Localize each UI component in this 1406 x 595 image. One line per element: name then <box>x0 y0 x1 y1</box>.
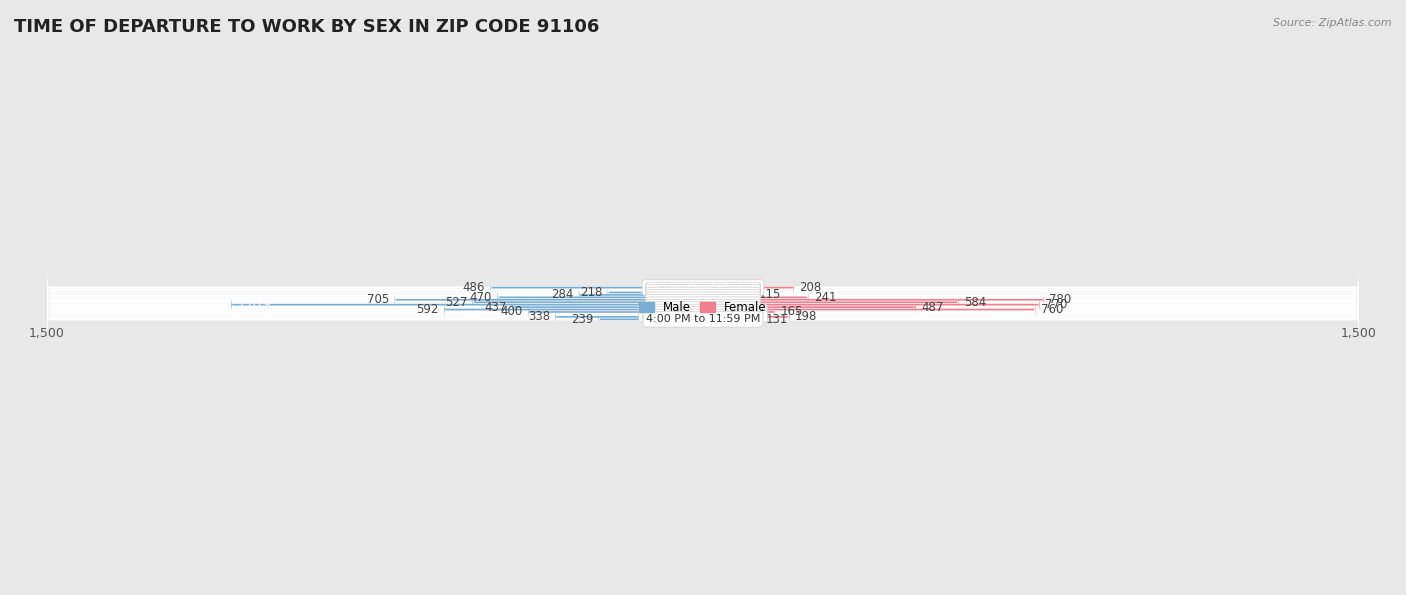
Text: 115: 115 <box>759 289 780 302</box>
FancyBboxPatch shape <box>46 279 1360 316</box>
Text: 9:00 AM to 9:59 AM: 9:00 AM to 9:59 AM <box>648 305 758 315</box>
Text: 760: 760 <box>1040 303 1063 316</box>
Text: 527: 527 <box>444 296 467 309</box>
FancyBboxPatch shape <box>46 286 1360 323</box>
Text: 85: 85 <box>745 284 761 296</box>
Text: 705: 705 <box>367 293 389 306</box>
Text: 218: 218 <box>581 286 602 299</box>
Text: 486: 486 <box>463 281 485 294</box>
FancyBboxPatch shape <box>703 296 1040 314</box>
FancyBboxPatch shape <box>703 293 959 311</box>
FancyBboxPatch shape <box>703 308 790 326</box>
FancyBboxPatch shape <box>703 278 794 296</box>
FancyBboxPatch shape <box>46 284 1360 321</box>
Text: 50: 50 <box>730 286 745 299</box>
Text: 11:00 AM to 11:59 AM: 11:00 AM to 11:59 AM <box>641 309 765 320</box>
FancyBboxPatch shape <box>444 300 703 318</box>
FancyBboxPatch shape <box>498 289 703 306</box>
FancyBboxPatch shape <box>46 294 1360 330</box>
FancyBboxPatch shape <box>46 270 1360 306</box>
Text: 131: 131 <box>765 313 787 326</box>
Text: 400: 400 <box>501 305 523 318</box>
FancyBboxPatch shape <box>46 274 1360 311</box>
Text: 198: 198 <box>794 311 817 323</box>
FancyBboxPatch shape <box>703 298 915 316</box>
FancyBboxPatch shape <box>703 289 808 306</box>
Text: 7:00 AM to 7:29 AM: 7:00 AM to 7:29 AM <box>648 295 758 305</box>
FancyBboxPatch shape <box>703 305 744 323</box>
FancyBboxPatch shape <box>703 284 725 302</box>
Text: 470: 470 <box>470 291 492 304</box>
FancyBboxPatch shape <box>46 301 1360 337</box>
Text: 6:00 AM to 6:29 AM: 6:00 AM to 6:29 AM <box>648 290 758 300</box>
Text: 437: 437 <box>484 300 506 314</box>
Text: 5:30 AM to 5:59 AM: 5:30 AM to 5:59 AM <box>648 287 758 298</box>
Text: 12:00 PM to 3:59 PM: 12:00 PM to 3:59 PM <box>645 312 761 322</box>
FancyBboxPatch shape <box>46 277 1360 313</box>
Text: 241: 241 <box>814 291 837 304</box>
FancyBboxPatch shape <box>659 305 703 323</box>
Legend: Male, Female: Male, Female <box>634 297 772 319</box>
Text: TIME OF DEPARTURE TO WORK BY SEX IN ZIP CODE 91106: TIME OF DEPARTURE TO WORK BY SEX IN ZIP … <box>14 18 599 36</box>
Text: 92: 92 <box>748 308 763 321</box>
Text: 7:30 AM to 7:59 AM: 7:30 AM to 7:59 AM <box>648 298 758 307</box>
FancyBboxPatch shape <box>46 289 1360 325</box>
Text: 12:00 AM to 4:59 AM: 12:00 AM to 4:59 AM <box>645 283 761 293</box>
FancyBboxPatch shape <box>703 286 754 304</box>
Text: 584: 584 <box>963 296 986 309</box>
Text: 284: 284 <box>551 289 574 302</box>
FancyBboxPatch shape <box>703 281 740 299</box>
Text: 1,079: 1,079 <box>238 298 271 311</box>
FancyBboxPatch shape <box>555 308 703 326</box>
Text: 8:30 AM to 8:59 AM: 8:30 AM to 8:59 AM <box>648 302 758 312</box>
Text: 65: 65 <box>654 284 669 296</box>
FancyBboxPatch shape <box>599 311 703 328</box>
Text: 239: 239 <box>571 313 593 326</box>
Text: 592: 592 <box>416 303 439 316</box>
FancyBboxPatch shape <box>703 303 775 321</box>
Text: 6:30 AM to 6:59 AM: 6:30 AM to 6:59 AM <box>648 292 758 302</box>
FancyBboxPatch shape <box>46 281 1360 318</box>
FancyBboxPatch shape <box>395 291 703 309</box>
FancyBboxPatch shape <box>46 291 1360 328</box>
Text: Source: ZipAtlas.com: Source: ZipAtlas.com <box>1274 18 1392 28</box>
Text: 770: 770 <box>1045 298 1067 311</box>
FancyBboxPatch shape <box>512 298 703 316</box>
Text: 165: 165 <box>780 305 803 318</box>
Text: 487: 487 <box>921 300 943 314</box>
FancyBboxPatch shape <box>529 303 703 321</box>
Text: 5:00 AM to 5:29 AM: 5:00 AM to 5:29 AM <box>648 285 758 295</box>
FancyBboxPatch shape <box>46 296 1360 333</box>
Text: 4:00 PM to 11:59 PM: 4:00 PM to 11:59 PM <box>645 314 761 324</box>
FancyBboxPatch shape <box>607 284 703 302</box>
FancyBboxPatch shape <box>231 296 703 314</box>
FancyBboxPatch shape <box>703 300 1035 318</box>
Text: 8:00 AM to 8:29 AM: 8:00 AM to 8:29 AM <box>648 300 758 309</box>
FancyBboxPatch shape <box>703 311 761 328</box>
FancyBboxPatch shape <box>491 278 703 296</box>
FancyBboxPatch shape <box>703 291 1045 309</box>
Text: 10:00 AM to 10:59 AM: 10:00 AM to 10:59 AM <box>641 307 765 317</box>
FancyBboxPatch shape <box>472 293 703 311</box>
FancyBboxPatch shape <box>46 272 1360 308</box>
Text: 99: 99 <box>640 308 654 321</box>
Text: 208: 208 <box>799 281 821 294</box>
FancyBboxPatch shape <box>675 281 703 299</box>
FancyBboxPatch shape <box>46 299 1360 335</box>
FancyBboxPatch shape <box>579 286 703 304</box>
Text: 338: 338 <box>527 311 550 323</box>
Text: 780: 780 <box>1049 293 1071 306</box>
